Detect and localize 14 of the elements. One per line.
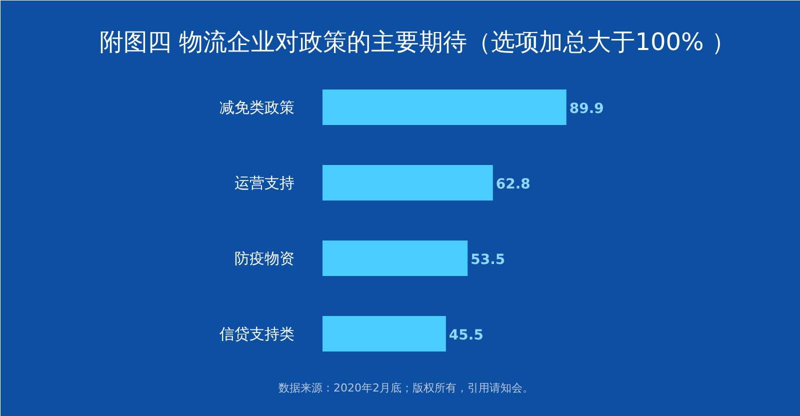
- data-label: 89.9: [569, 100, 604, 117]
- chart-title: 附图四 物流企业对政策的主要期待（选项加总大于100% ）: [100, 28, 736, 56]
- y-tick-label: 信贷支持类: [220, 324, 294, 343]
- bar: [322, 240, 468, 276]
- y-tick-label: 运营支持: [234, 174, 294, 192]
- bar: [322, 90, 566, 125]
- y-tick-label: 防疫物资: [234, 249, 294, 268]
- data-label: 45.5: [448, 327, 484, 344]
- data-label: 62.8: [496, 176, 530, 192]
- y-tick-label: 减免类政策: [220, 98, 294, 116]
- bar: [322, 165, 493, 200]
- bar: [322, 316, 446, 352]
- source-note: 数据来源：2020年2月底；版权所有，引用请知会。: [278, 382, 534, 394]
- data-label: 53.5: [470, 252, 506, 268]
